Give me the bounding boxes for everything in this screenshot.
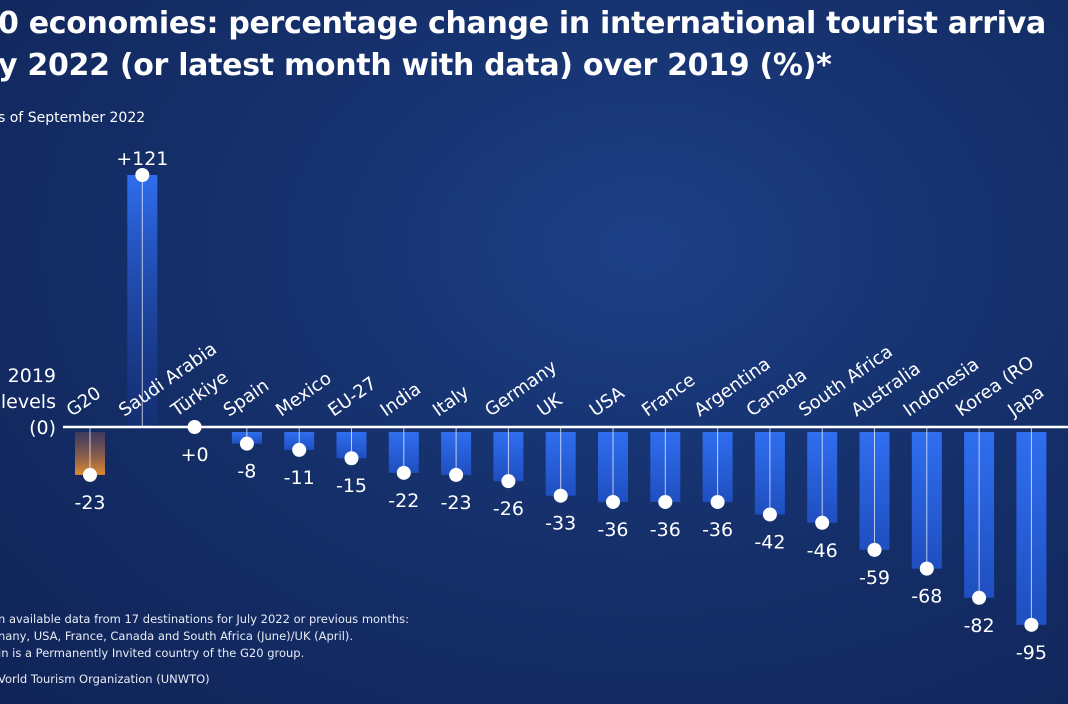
value-label-g20: -23 bbox=[74, 492, 105, 514]
category-label-usa: USA bbox=[586, 382, 629, 421]
point-japa bbox=[1024, 617, 1039, 632]
baseline-label-levels: levels bbox=[0, 391, 56, 413]
chart-subtitle: s of September 2022 bbox=[0, 110, 146, 126]
point-australia bbox=[867, 542, 882, 557]
point-usa bbox=[606, 494, 620, 509]
value-label-uk: -33 bbox=[545, 513, 576, 535]
category-label-uk: UK bbox=[534, 389, 567, 421]
point-korea-ro bbox=[972, 590, 987, 605]
category-label-france: France bbox=[638, 370, 699, 422]
value-label-t-rkiye: +0 bbox=[181, 444, 209, 466]
value-label-australia: -59 bbox=[859, 567, 890, 589]
point-t-rkiye bbox=[187, 420, 202, 434]
point-germany bbox=[501, 474, 516, 489]
value-label-indonesia: -68 bbox=[911, 586, 942, 608]
chart-title-line1: 0 economies: percentage change in intern… bbox=[0, 6, 1046, 41]
value-label-germany: -26 bbox=[493, 498, 524, 520]
category-label-eu-27: EU-27 bbox=[324, 373, 380, 421]
value-label-korea-ro: -82 bbox=[964, 615, 995, 637]
value-label-japa: -95 bbox=[1016, 642, 1047, 664]
chart-title-line2: y 2022 (or latest month with data) over … bbox=[0, 48, 832, 83]
value-label-south-africa: -46 bbox=[807, 540, 838, 562]
value-label-saudi-arabia: +121 bbox=[116, 148, 168, 170]
point-uk bbox=[553, 488, 568, 503]
point-indonesia bbox=[919, 561, 934, 576]
footnote-2: nany, USA, France, Canada and South Afri… bbox=[0, 629, 354, 643]
value-label-mexico: -11 bbox=[284, 467, 315, 489]
point-eu-27 bbox=[344, 451, 359, 466]
category-label-india: India bbox=[377, 379, 425, 422]
point-argentina bbox=[710, 494, 725, 509]
point-italy bbox=[449, 467, 464, 482]
value-label-spain: -8 bbox=[237, 461, 256, 483]
source-note: Vorld Tourism Organization (UNWTO) bbox=[0, 672, 210, 686]
value-label-argentina: -36 bbox=[702, 519, 733, 541]
point-south-africa bbox=[815, 515, 830, 530]
point-india bbox=[396, 465, 411, 480]
footnote-1: n available data from 17 destinations fo… bbox=[0, 612, 410, 626]
point-canada bbox=[762, 507, 777, 522]
value-label-italy: -23 bbox=[441, 492, 472, 514]
category-label-mexico: Mexico bbox=[272, 368, 336, 421]
category-label-g20: G20 bbox=[63, 383, 105, 421]
value-label-usa: -36 bbox=[597, 519, 628, 541]
value-label-canada: -42 bbox=[754, 531, 785, 553]
baseline-label-zero: (0) bbox=[29, 417, 56, 439]
category-label-italy: Italy bbox=[429, 381, 473, 421]
point-mexico bbox=[292, 442, 307, 457]
value-label-india: -22 bbox=[388, 490, 419, 512]
baseline-label-year: 2019 bbox=[7, 365, 56, 387]
value-label-eu-27: -15 bbox=[336, 475, 367, 497]
point-spain bbox=[239, 436, 254, 451]
footnote-3: in is a Permanently Invited country of t… bbox=[0, 646, 305, 660]
value-label-france: -36 bbox=[650, 519, 681, 541]
point-france bbox=[658, 494, 673, 509]
point-saudi-arabia bbox=[135, 168, 150, 182]
point-g20 bbox=[83, 467, 97, 482]
